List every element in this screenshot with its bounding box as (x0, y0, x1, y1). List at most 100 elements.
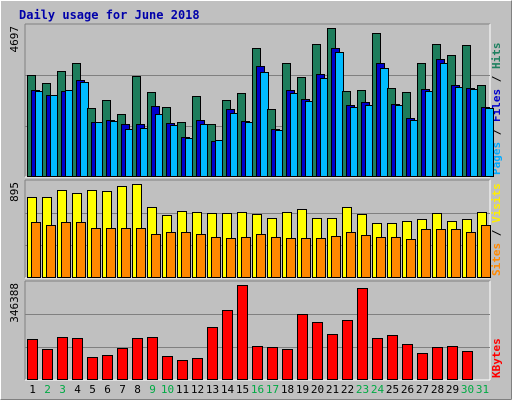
bar-kbytes-10 (162, 356, 173, 380)
bar-kbytes-28 (432, 347, 443, 380)
bar-sites-29 (451, 229, 461, 278)
legend-1: / (490, 223, 503, 243)
bar-sites-16 (256, 234, 266, 278)
bar-kbytes-13 (207, 327, 218, 380)
bar-sites-13 (211, 237, 221, 278)
bar-kbytes-25 (387, 335, 398, 380)
day-label-20: 20 (311, 383, 324, 396)
day-axis: 1 2 3 4 5 6 7 8 9 10 11 12 13 14 15 16 17 18 19 20 21 22 23 24 2… (29, 383, 489, 396)
series-legend: KBytes (490, 338, 503, 378)
day-label-9: 9 (149, 383, 156, 396)
bar-sites-23 (361, 235, 371, 278)
bar-sites-8 (136, 228, 146, 278)
day-label-16: 16 (251, 383, 264, 396)
bar-sites-20 (316, 238, 326, 278)
day-label-31: 31 (476, 383, 489, 396)
bar-kbytes-15 (237, 285, 248, 380)
day-label-18: 18 (281, 383, 294, 396)
series-legend: Sites / Visits (490, 183, 503, 276)
bar-sites-21 (331, 236, 341, 278)
day-label-29: 29 (446, 383, 459, 396)
bar-kbytes-12 (192, 358, 203, 380)
bar-sites-2 (46, 225, 56, 278)
day-label-27: 27 (416, 383, 429, 396)
bar-kbytes-2 (42, 349, 53, 380)
day-label-5: 5 (89, 383, 96, 396)
day-label-24: 24 (371, 383, 385, 396)
bar-sites-9 (151, 234, 161, 278)
bar-kbytes-1 (27, 339, 38, 380)
bar-sites-22 (346, 232, 356, 278)
bar-kbytes-26 (402, 344, 413, 380)
bar-kbytes-8 (132, 338, 143, 380)
bar-sites-30 (466, 232, 476, 278)
bar-kbytes-6 (102, 355, 113, 380)
bar-sites-27 (421, 229, 431, 278)
day-label-1: 1 (29, 383, 36, 396)
bar-sites-24 (376, 237, 386, 278)
bar-sites-4 (76, 222, 86, 278)
bar-kbytes-5 (87, 357, 98, 380)
bar-kbytes-21 (327, 334, 338, 380)
bar-kbytes-11 (177, 360, 188, 380)
bar-kbytes-30 (462, 351, 473, 380)
bar-kbytes-14 (222, 310, 233, 380)
bar-kbytes-16 (252, 346, 263, 380)
bar-kbytes-19 (297, 314, 308, 380)
day-label-3: 3 (59, 383, 66, 396)
legend-0: KBytes (490, 338, 503, 378)
bar-sites-18 (286, 238, 296, 278)
bar-sites-26 (406, 239, 416, 278)
bar-sites-5 (91, 228, 101, 278)
bar-kbytes-27 (417, 353, 428, 380)
bar-sites-17 (271, 237, 281, 278)
day-label-19: 19 (296, 383, 309, 396)
bar-kbytes-4 (72, 338, 83, 380)
chart-title: Daily usage for June 2018 (19, 8, 200, 22)
legend-0: Sites (490, 243, 503, 276)
day-label-11: 11 (176, 383, 189, 396)
day-label-17: 17 (266, 383, 279, 396)
day-label-23: 23 (356, 383, 369, 396)
day-label-10: 10 (161, 383, 174, 396)
bar-sites-3 (61, 222, 71, 278)
day-label-22: 22 (341, 383, 354, 396)
bar-sites-25 (391, 237, 401, 278)
panel-kbytes: 346388 KBytes (8, 280, 503, 381)
bar-sites-31 (481, 225, 491, 278)
bar-kbytes-18 (282, 349, 293, 380)
day-label-21: 21 (326, 383, 339, 396)
day-label-2: 2 (44, 383, 51, 396)
bar-sites-6 (106, 228, 116, 278)
legend-2: Visits (490, 183, 503, 223)
day-label-28: 28 (431, 383, 444, 396)
bar-sites-14 (226, 238, 236, 278)
panel-visits-sites: 895 Sites / Visits (8, 179, 503, 279)
ymax-label: 4697 (8, 26, 21, 53)
day-label-7: 7 (119, 383, 126, 396)
bar-kbytes-9 (147, 337, 158, 380)
bar-kbytes-24 (372, 338, 383, 380)
day-label-25: 25 (386, 383, 399, 396)
day-label-14: 14 (221, 383, 235, 396)
bar-kbytes-20 (312, 322, 323, 380)
ymax-label: 346388 (8, 283, 21, 323)
day-label-26: 26 (401, 383, 414, 396)
day-label-15: 15 (236, 383, 249, 396)
day-label-4: 4 (74, 383, 81, 396)
day-label-8: 8 (134, 383, 141, 396)
day-label-12: 12 (191, 383, 204, 396)
bar-sites-15 (241, 237, 251, 278)
bar-sites-12 (196, 234, 206, 278)
day-label-30: 30 (461, 383, 474, 396)
bar-kbytes-22 (342, 320, 353, 380)
bar-sites-11 (181, 232, 191, 278)
ymax-label: 895 (8, 182, 21, 202)
bar-kbytes-29 (447, 346, 458, 380)
legend-3: / (490, 69, 503, 89)
bar-pages-31 (485, 108, 494, 177)
bar-kbytes-23 (357, 288, 368, 380)
day-label-6: 6 (104, 383, 111, 396)
